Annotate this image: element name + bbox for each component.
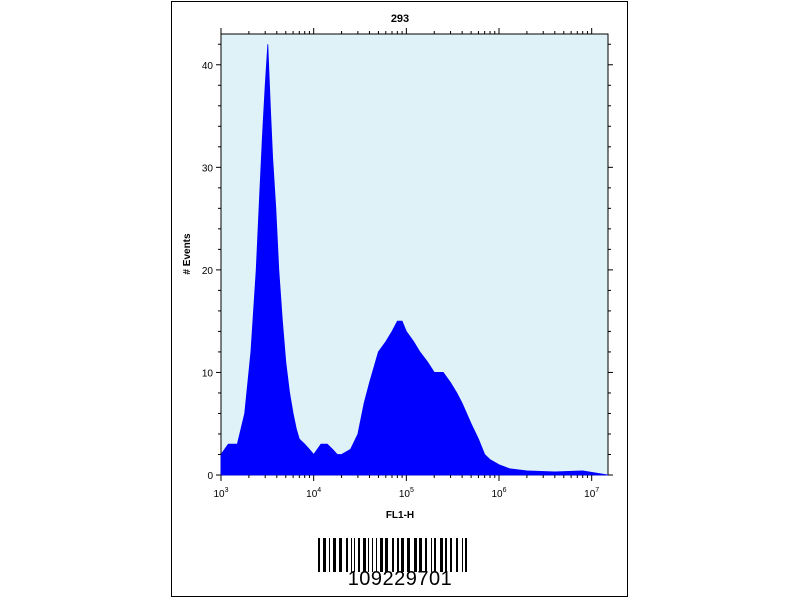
histogram-series-0 (220, 44, 609, 476)
barcode-bar (431, 538, 432, 572)
flow-cytometry-histogram: 293 0 10 20 30 40 103 104 105 106 107 FL1-H # Eve… (182, 13, 613, 521)
barcode-bar (351, 538, 352, 572)
y-tick-label: 40 (202, 61, 214, 72)
figure-frame: 293 0 10 20 30 40 103 104 105 106 107 FL1-H # Eve… (171, 1, 628, 597)
x-tick-label: 104 (306, 487, 321, 500)
barcode-bar (414, 538, 417, 572)
x-tick-label: 103 (213, 487, 228, 500)
barcode-bar (419, 538, 422, 572)
barcode-bar (372, 538, 373, 572)
y-axis-label: # Events (182, 233, 193, 275)
barcode-bar (358, 538, 360, 572)
barcode-bar (425, 538, 427, 572)
x-tick-label: 106 (491, 487, 506, 500)
barcode-bar (323, 538, 326, 572)
barcode-bar (380, 538, 383, 572)
y-tick-label: 20 (202, 266, 214, 277)
barcode-bar (346, 538, 348, 572)
x-axis-label: FL1-H (386, 510, 414, 521)
barcode-bar (445, 538, 447, 572)
barcode-bar (465, 538, 467, 572)
x-tick-label: 105 (399, 487, 414, 500)
barcode-bar (368, 538, 369, 572)
barcode-bar (363, 538, 366, 572)
x-tick-label: 107 (584, 487, 599, 500)
barcode-bar (329, 538, 330, 572)
chart-title: 293 (391, 13, 409, 25)
barcode-bar (333, 538, 336, 572)
barcode-bar (392, 538, 394, 572)
barcode-bar (376, 538, 377, 572)
barcode-bar (440, 538, 443, 572)
barcode-number: 109229701 (347, 568, 453, 590)
barcode-bar (385, 538, 388, 572)
y-tick-label: 0 (207, 471, 213, 482)
barcode-bar (397, 538, 399, 572)
barcode-bar (450, 538, 452, 572)
barcode (318, 538, 467, 572)
barcode-bar (318, 538, 320, 572)
barcode-bar (407, 538, 410, 572)
y-tick-label: 10 (202, 368, 214, 379)
y-tick-label: 30 (202, 163, 214, 174)
barcode-bar (339, 538, 342, 572)
barcode-bar (462, 538, 463, 572)
barcode-bar (401, 538, 404, 572)
barcode-bar (434, 538, 436, 572)
barcode-bar (354, 538, 355, 572)
barcode-bar (456, 538, 458, 572)
